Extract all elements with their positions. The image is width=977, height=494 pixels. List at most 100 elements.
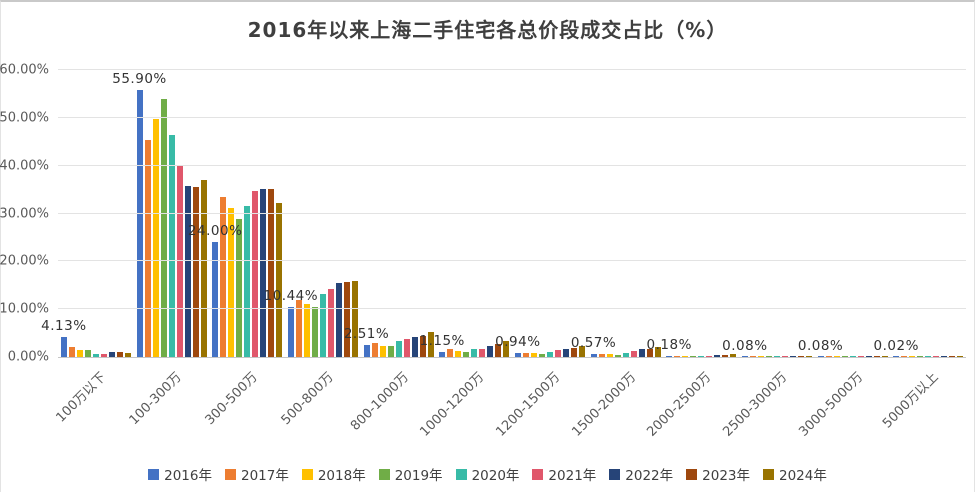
legend-label: 2021年 <box>548 468 597 484</box>
bar-group: 24.00% <box>188 70 285 357</box>
bar-2020年-5000万以上 <box>925 355 932 357</box>
bar-2024年-100万以下 <box>124 353 131 357</box>
bar-cluster: 0.08% <box>798 70 888 357</box>
gridline <box>58 308 966 310</box>
x-tick-cell: 100万以下 <box>54 359 134 431</box>
data-label: 0.18% <box>646 337 692 354</box>
bar-2023年-1200-1500万 <box>570 347 577 357</box>
bar-2023年-1500-2000万 <box>646 349 653 357</box>
bar-2018年-500-800万 <box>303 303 310 357</box>
bar-2016年-5000万以上 <box>893 355 900 357</box>
bar-2018年-2000-2500万 <box>682 355 689 357</box>
bar-2016年-100万以下 <box>60 337 67 357</box>
bar-2019年-500-800万 <box>311 306 318 357</box>
legend-swatch-icon <box>378 468 390 480</box>
bar-2016年-1200-1500万 <box>514 352 521 357</box>
legend-swatch-icon <box>148 468 160 480</box>
gridline <box>58 164 966 166</box>
legend-label: 2016年 <box>164 468 212 484</box>
bar-2018年-1000-1200万 <box>455 350 462 357</box>
bar-2019年-2500-3000万 <box>765 355 772 357</box>
x-axis-line <box>58 357 966 358</box>
bar-2023年-2000-2500万 <box>722 354 729 357</box>
bar-2016年-300-500万 <box>212 242 219 357</box>
data-label: 0.94% <box>495 333 541 350</box>
bar-2020年-800-1000万 <box>395 341 402 357</box>
bar-cluster: 24.00% <box>188 70 283 357</box>
data-label: 24.00% <box>187 223 243 240</box>
x-tick-cell: 100-300万 <box>127 359 210 431</box>
bar-2020年-100万以下 <box>92 354 99 357</box>
gridline <box>58 260 966 262</box>
legend-item-2021年: 2021年 <box>532 464 596 484</box>
legend-swatch-icon <box>763 468 774 480</box>
bar-2022年-3000-5000万 <box>865 355 872 357</box>
bar-2024年-800-1000万 <box>427 332 434 357</box>
legend-item-2024年: 2024年 <box>763 464 827 484</box>
bar-2019年-800-1000万 <box>387 346 394 357</box>
bar-2017年-1200-1500万 <box>522 352 529 357</box>
bar-2020年-2500-3000万 <box>773 355 780 357</box>
bar-cluster: 10.44% <box>264 70 358 357</box>
gridline <box>58 116 966 118</box>
bar-2023年-300-500万 <box>268 188 275 357</box>
bar-cluster: 55.90% <box>112 70 207 357</box>
bar-2019年-3000-5000万 <box>841 355 848 357</box>
bar-2023年-2500-3000万 <box>797 355 804 357</box>
legend-swatch-icon <box>224 468 236 480</box>
legend-item-2016年: 2016年 <box>148 464 212 484</box>
data-label: 10.44% <box>263 288 319 305</box>
bar-group: 55.90% <box>112 70 210 357</box>
data-label: 0.57% <box>570 335 617 352</box>
bar-2021年-300-500万 <box>252 191 259 357</box>
bar-2023年-5000万以上 <box>949 355 956 357</box>
bar-2017年-3000-5000万 <box>825 355 832 357</box>
bar-2017年-100万以下 <box>68 346 75 357</box>
legend-label: 2018年 <box>317 468 366 484</box>
bar-2024年-100-300万 <box>200 180 207 357</box>
legend-label: 2020年 <box>471 468 520 484</box>
bar-2023年-500-800万 <box>343 281 350 357</box>
bar-2019年-1200-1500万 <box>538 354 545 357</box>
x-tick-cell: 5000万以上 <box>880 359 966 432</box>
bar-2023年-1000-1200万 <box>495 344 502 357</box>
data-label: 0.08% <box>722 337 768 354</box>
gridline <box>58 212 966 214</box>
bar-2017年-100-300万 <box>144 139 151 357</box>
bar-2021年-1200-1500万 <box>554 349 561 357</box>
bar-cluster: 0.02% <box>874 70 964 357</box>
data-label: 55.90% <box>112 70 167 87</box>
bar-2020年-3000-5000万 <box>849 355 856 357</box>
bar-cluster: 0.18% <box>647 70 737 357</box>
bar-2020年-500-800万 <box>319 293 326 357</box>
data-label: 2.51% <box>343 326 390 342</box>
legend-label: 2022年 <box>625 468 674 484</box>
legend-swatch-icon <box>532 468 544 480</box>
bar-2019年-100-300万 <box>160 98 167 357</box>
bar-cluster: 0.57% <box>571 70 661 357</box>
bar-2024年-2500-3000万 <box>805 355 812 357</box>
bar-2017年-1500-2000万 <box>598 354 605 357</box>
bar-cluster: 4.13% <box>41 70 131 357</box>
bar-2019年-1500-2000万 <box>614 354 621 357</box>
bar-2017年-1000-1200万 <box>447 349 454 357</box>
bar-2020年-100-300万 <box>168 134 175 357</box>
bar-2020年-300-500万 <box>244 206 251 357</box>
bar-2024年-500-800万 <box>351 280 358 357</box>
bar-2016年-2500-3000万 <box>741 355 748 357</box>
legend-item-2019年: 2019年 <box>378 464 443 484</box>
x-axis-labels: 100万以下 100-300万 300-500万 500-800万 800-1000万 1… <box>54 359 966 440</box>
bar-2018年-3000-5000万 <box>833 355 840 357</box>
bar-2017年-800-1000万 <box>371 343 378 357</box>
bar-2018年-2500-3000万 <box>757 355 764 357</box>
legend-label: 2019年 <box>394 468 443 484</box>
legend-label: 2024年 <box>779 468 827 484</box>
bar-2022年-2500-3000万 <box>789 355 796 357</box>
bar-group: 4.13% <box>41 70 134 357</box>
legend-swatch-icon <box>609 468 621 480</box>
data-label: 0.08% <box>797 337 844 354</box>
bar-2018年-300-500万 <box>228 207 235 357</box>
bar-2020年-1000-1200万 <box>471 348 478 357</box>
bar-2022年-100-300万 <box>184 185 191 357</box>
